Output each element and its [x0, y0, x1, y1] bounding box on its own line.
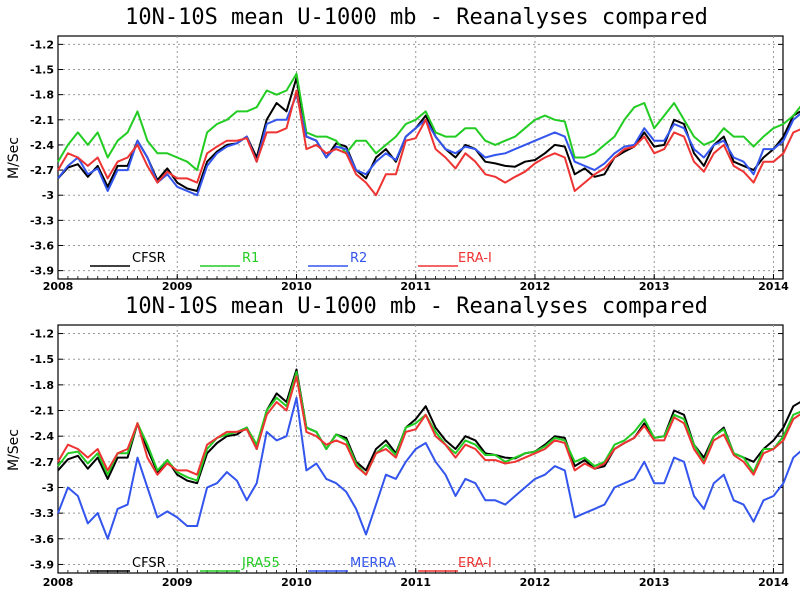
y-axis-label: M/Sec	[6, 429, 22, 471]
x-tick-label: 2014	[758, 280, 789, 293]
y-tick-label: -3.9	[30, 265, 54, 278]
y-tick-label: -3.6	[30, 533, 54, 546]
y-tick-label: -2.4	[30, 139, 54, 152]
y-tick-label: -2.1	[30, 114, 54, 127]
y-tick-label: -2.7	[30, 164, 54, 177]
y-tick-label: -1.5	[30, 64, 54, 77]
x-tick-label: 2009	[162, 280, 193, 293]
legend-label: R1	[242, 251, 259, 266]
x-tick-label: 2010	[281, 280, 312, 293]
y-tick-label: -3.9	[30, 558, 54, 571]
plot-frame	[57, 324, 784, 574]
x-tick-label: 2013	[639, 280, 670, 293]
x-tick-label: 2012	[520, 576, 551, 589]
series-line-cfsr	[57, 76, 800, 192]
legend-label: CFSR	[132, 251, 166, 266]
x-tick-label: 2009	[162, 576, 193, 589]
y-axis-label: M/Sec	[6, 137, 22, 179]
y-tick-label: -1.5	[30, 353, 54, 366]
y-tick-label: -3	[42, 481, 54, 494]
legend-label: R2	[350, 251, 367, 266]
series-line-cfsr	[57, 368, 800, 485]
series-line-era-i	[57, 89, 800, 197]
y-tick-label: -3.6	[30, 239, 54, 252]
chart-panel-2: 10N-10S mean U-1000 mb - Reanalyses comp…	[6, 294, 800, 589]
x-tick-label: 2008	[43, 576, 74, 589]
plot-frame	[57, 35, 784, 280]
series-line-jra55	[57, 371, 800, 482]
y-tick-label: -2.4	[30, 430, 54, 443]
y-tick-label: -1.8	[30, 379, 54, 392]
chart-title: 10N-10S mean U-1000 mb - Reanalyses comp…	[125, 294, 708, 319]
x-tick-label: 2012	[520, 280, 551, 293]
y-tick-label: -2.1	[30, 405, 54, 418]
y-tick-label: -1.2	[30, 38, 54, 51]
x-tick-label: 2011	[400, 280, 431, 293]
legend-label: JRA55	[241, 556, 280, 571]
y-tick-label: -1.8	[30, 89, 54, 102]
legend-label: MERRA	[350, 556, 396, 571]
x-tick-label: 2011	[400, 576, 431, 589]
x-tick-label: 2014	[758, 576, 789, 589]
y-tick-label: -1.2	[30, 328, 54, 341]
series-line-merra	[57, 396, 800, 540]
chart-title: 10N-10S mean U-1000 mb - Reanalyses comp…	[125, 5, 708, 30]
series-line-r2	[57, 93, 800, 197]
x-tick-label: 2010	[281, 576, 312, 589]
y-tick-label: -3.3	[30, 507, 54, 520]
y-tick-label: -3	[42, 189, 54, 202]
chart-panel-1: 10N-10S mean U-1000 mb - Reanalyses comp…	[6, 5, 800, 293]
x-tick-label: 2008	[43, 280, 74, 293]
y-tick-label: -2.7	[30, 456, 54, 469]
x-tick-label: 2013	[639, 576, 670, 589]
legend-label: ERA-I	[458, 251, 492, 266]
y-tick-label: -3.3	[30, 214, 54, 227]
series-line-era-i	[57, 375, 800, 476]
series-line-r1	[57, 72, 800, 172]
legend-label: CFSR	[132, 556, 166, 571]
legend-label: ERA-I	[458, 556, 492, 571]
